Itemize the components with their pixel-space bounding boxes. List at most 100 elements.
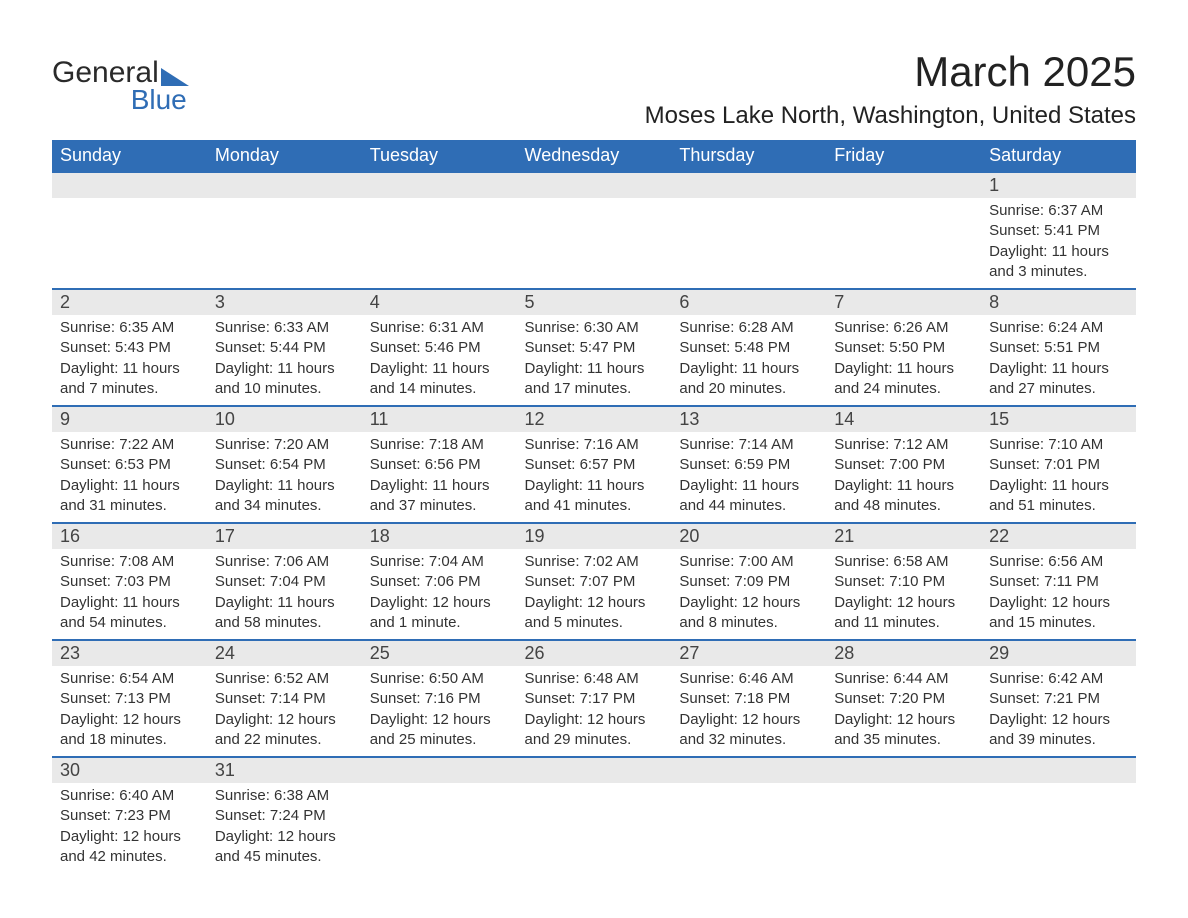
sunset-text: Sunset: 7:18 PM [679, 689, 818, 709]
sunrise-text: Sunrise: 6:30 AM [525, 318, 664, 338]
sunrise-text: Sunrise: 6:54 AM [60, 669, 199, 689]
sunrise-text: Sunrise: 7:02 AM [525, 552, 664, 572]
day-number-cell [517, 757, 672, 783]
day-detail-cell: Sunrise: 6:54 AMSunset: 7:13 PMDaylight:… [52, 666, 207, 757]
sunrise-text: Sunrise: 6:56 AM [989, 552, 1128, 572]
day-number-cell: 18 [362, 523, 517, 549]
sunset-text: Sunset: 5:46 PM [370, 338, 509, 358]
daylight-text: Daylight: 11 hours and 10 minutes. [215, 359, 354, 400]
day-header: Monday [207, 140, 362, 172]
day-detail-cell: Sunrise: 7:00 AMSunset: 7:09 PMDaylight:… [671, 549, 826, 640]
day-number-cell [362, 172, 517, 198]
day-number-cell: 29 [981, 640, 1136, 666]
sunset-text: Sunset: 7:10 PM [834, 572, 973, 592]
sunrise-text: Sunrise: 7:04 AM [370, 552, 509, 572]
day-number-cell: 9 [52, 406, 207, 432]
day-number-cell [671, 172, 826, 198]
sunrise-text: Sunrise: 6:52 AM [215, 669, 354, 689]
day-number-row: 2345678 [52, 289, 1136, 315]
day-header: Friday [826, 140, 981, 172]
sunrise-text: Sunrise: 6:58 AM [834, 552, 973, 572]
day-number-cell: 15 [981, 406, 1136, 432]
day-number-cell: 20 [671, 523, 826, 549]
day-detail-cell [981, 783, 1136, 873]
sunrise-text: Sunrise: 6:50 AM [370, 669, 509, 689]
day-detail-cell [826, 198, 981, 289]
day-number-cell [517, 172, 672, 198]
day-number-cell: 6 [671, 289, 826, 315]
sunrise-text: Sunrise: 7:00 AM [679, 552, 818, 572]
day-number-cell: 1 [981, 172, 1136, 198]
daylight-text: Daylight: 11 hours and 51 minutes. [989, 476, 1128, 517]
daylight-text: Daylight: 12 hours and 1 minute. [370, 593, 509, 634]
sunset-text: Sunset: 7:09 PM [679, 572, 818, 592]
day-header: Thursday [671, 140, 826, 172]
daylight-text: Daylight: 12 hours and 11 minutes. [834, 593, 973, 634]
sunrise-text: Sunrise: 6:26 AM [834, 318, 973, 338]
day-number-cell: 11 [362, 406, 517, 432]
sunset-text: Sunset: 6:54 PM [215, 455, 354, 475]
sunset-text: Sunset: 5:47 PM [525, 338, 664, 358]
day-detail-cell: Sunrise: 6:33 AMSunset: 5:44 PMDaylight:… [207, 315, 362, 406]
day-number-cell: 13 [671, 406, 826, 432]
sunset-text: Sunset: 5:43 PM [60, 338, 199, 358]
daylight-text: Daylight: 11 hours and 14 minutes. [370, 359, 509, 400]
day-header: Wednesday [517, 140, 672, 172]
day-detail-cell: Sunrise: 6:26 AMSunset: 5:50 PMDaylight:… [826, 315, 981, 406]
day-detail-cell [362, 783, 517, 873]
daylight-text: Daylight: 11 hours and 27 minutes. [989, 359, 1128, 400]
sunrise-text: Sunrise: 6:28 AM [679, 318, 818, 338]
daylight-text: Daylight: 11 hours and 37 minutes. [370, 476, 509, 517]
day-number-cell: 7 [826, 289, 981, 315]
day-detail-cell: Sunrise: 6:40 AMSunset: 7:23 PMDaylight:… [52, 783, 207, 873]
day-detail-cell: Sunrise: 7:14 AMSunset: 6:59 PMDaylight:… [671, 432, 826, 523]
daylight-text: Daylight: 11 hours and 20 minutes. [679, 359, 818, 400]
sunrise-text: Sunrise: 7:18 AM [370, 435, 509, 455]
sunrise-text: Sunrise: 7:08 AM [60, 552, 199, 572]
day-detail-cell: Sunrise: 7:02 AMSunset: 7:07 PMDaylight:… [517, 549, 672, 640]
daylight-text: Daylight: 12 hours and 8 minutes. [679, 593, 818, 634]
day-detail-cell: Sunrise: 6:30 AMSunset: 5:47 PMDaylight:… [517, 315, 672, 406]
day-detail-row: Sunrise: 6:54 AMSunset: 7:13 PMDaylight:… [52, 666, 1136, 757]
sunrise-text: Sunrise: 7:06 AM [215, 552, 354, 572]
daylight-text: Daylight: 12 hours and 42 minutes. [60, 827, 199, 868]
day-number-cell [826, 757, 981, 783]
day-detail-cell [362, 198, 517, 289]
day-detail-cell: Sunrise: 6:31 AMSunset: 5:46 PMDaylight:… [362, 315, 517, 406]
day-number-row: 9101112131415 [52, 406, 1136, 432]
sunset-text: Sunset: 5:41 PM [989, 221, 1128, 241]
day-detail-cell: Sunrise: 6:46 AMSunset: 7:18 PMDaylight:… [671, 666, 826, 757]
sunset-text: Sunset: 7:17 PM [525, 689, 664, 709]
sunset-text: Sunset: 5:51 PM [989, 338, 1128, 358]
day-number-cell: 26 [517, 640, 672, 666]
day-detail-cell: Sunrise: 7:06 AMSunset: 7:04 PMDaylight:… [207, 549, 362, 640]
day-number-cell: 21 [826, 523, 981, 549]
day-detail-cell: Sunrise: 6:28 AMSunset: 5:48 PMDaylight:… [671, 315, 826, 406]
day-number-cell: 2 [52, 289, 207, 315]
daylight-text: Daylight: 11 hours and 34 minutes. [215, 476, 354, 517]
day-number-cell: 30 [52, 757, 207, 783]
daylight-text: Daylight: 11 hours and 41 minutes. [525, 476, 664, 517]
day-number-cell: 8 [981, 289, 1136, 315]
day-number-cell: 10 [207, 406, 362, 432]
sunrise-text: Sunrise: 6:48 AM [525, 669, 664, 689]
sunset-text: Sunset: 7:23 PM [60, 806, 199, 826]
sunrise-text: Sunrise: 6:46 AM [679, 669, 818, 689]
sunset-text: Sunset: 7:14 PM [215, 689, 354, 709]
daylight-text: Daylight: 11 hours and 58 minutes. [215, 593, 354, 634]
sunrise-text: Sunrise: 7:14 AM [679, 435, 818, 455]
sunset-text: Sunset: 6:57 PM [525, 455, 664, 475]
day-header: Tuesday [362, 140, 517, 172]
day-detail-cell: Sunrise: 7:04 AMSunset: 7:06 PMDaylight:… [362, 549, 517, 640]
sunrise-text: Sunrise: 6:40 AM [60, 786, 199, 806]
daylight-text: Daylight: 11 hours and 17 minutes. [525, 359, 664, 400]
day-detail-cell [517, 783, 672, 873]
sunset-text: Sunset: 7:16 PM [370, 689, 509, 709]
sunset-text: Sunset: 7:20 PM [834, 689, 973, 709]
sunset-text: Sunset: 7:03 PM [60, 572, 199, 592]
day-detail-cell [671, 198, 826, 289]
day-detail-cell: Sunrise: 7:18 AMSunset: 6:56 PMDaylight:… [362, 432, 517, 523]
daylight-text: Daylight: 12 hours and 39 minutes. [989, 710, 1128, 751]
sunset-text: Sunset: 7:11 PM [989, 572, 1128, 592]
daylight-text: Daylight: 12 hours and 5 minutes. [525, 593, 664, 634]
